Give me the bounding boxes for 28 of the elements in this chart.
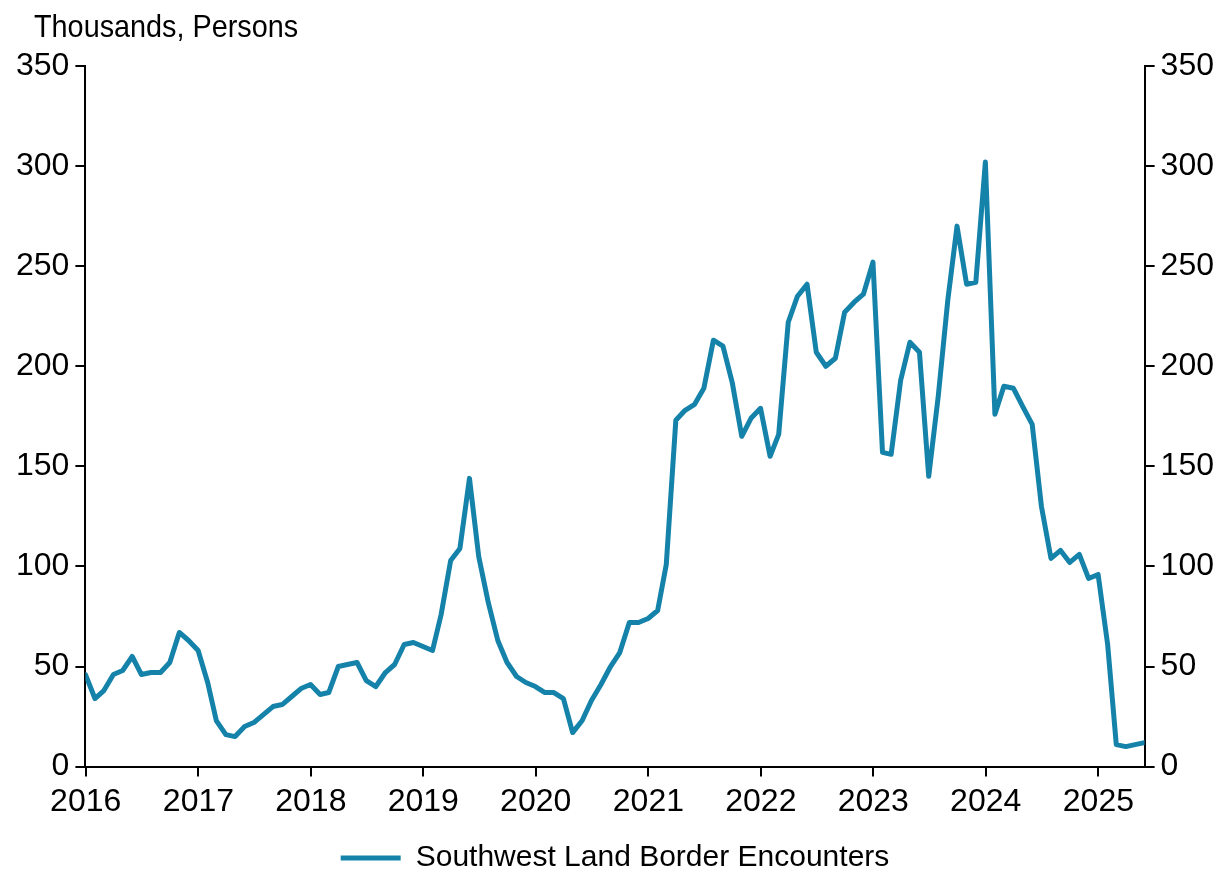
- x-tick-label: 2018: [275, 781, 347, 818]
- x-tick-label: 2017: [162, 781, 235, 818]
- y-tick-label: 350: [16, 45, 70, 82]
- y2-tick-label: 0: [1160, 746, 1179, 783]
- x-tick-label: 2022: [725, 781, 797, 818]
- y2-tick-label: 200: [1160, 346, 1214, 383]
- y2-tick-label: 300: [1160, 145, 1214, 182]
- y-tick-label: 300: [16, 145, 70, 182]
- x-tick-label: 2020: [500, 781, 572, 818]
- y-axis-title: Thousands, Persons: [34, 8, 299, 45]
- legend-label: Southwest Land Border Encounters: [415, 839, 890, 873]
- y2-tick-label: 150: [1160, 446, 1214, 483]
- y-tick-label: 200: [16, 346, 70, 383]
- y2-tick-label: 50: [1160, 646, 1197, 683]
- x-tick-label: 2025: [1062, 781, 1134, 818]
- y-tick-label: 100: [16, 546, 70, 583]
- y-tick-label: 50: [33, 646, 70, 683]
- y2-tick-label: 350: [1160, 45, 1214, 82]
- y-tick-label: 150: [16, 446, 70, 483]
- y2-tick-label: 250: [1160, 246, 1214, 282]
- x-tick-label: 2023: [837, 781, 909, 818]
- y2-tick-label: 100: [1160, 546, 1214, 583]
- y-tick-label: 0: [51, 746, 70, 783]
- x-tick-label: 2019: [387, 781, 459, 818]
- y-tick-label: 250: [16, 246, 70, 282]
- x-tick-label: 2021: [612, 781, 685, 818]
- x-tick-label: 2016: [50, 781, 122, 818]
- x-tick-label: 2024: [950, 781, 1022, 818]
